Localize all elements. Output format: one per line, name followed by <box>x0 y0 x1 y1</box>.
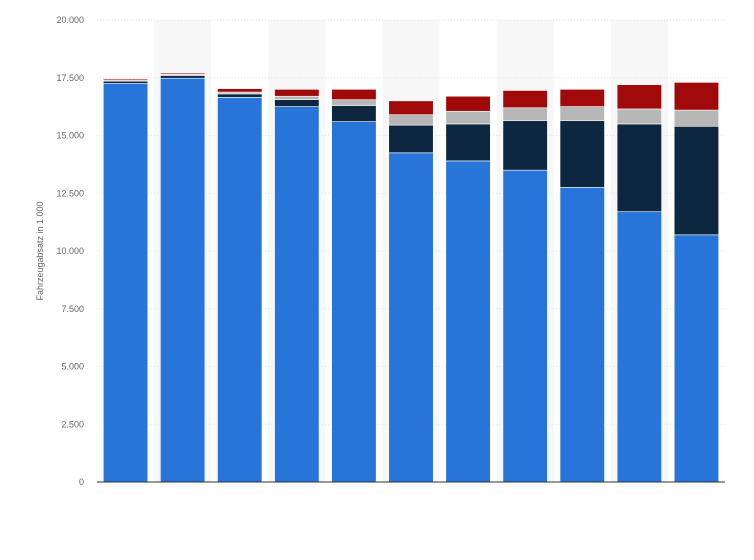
y-tick-label: 15.000 <box>56 131 84 141</box>
bar-stack <box>559 89 605 483</box>
y-tick-label: 5.000 <box>61 362 84 372</box>
bar-segment <box>274 89 320 97</box>
bar-segment <box>673 82 720 111</box>
y-tick-labels: 0 2.500 5.000 7.500 10.000 12.500 15.000 17.500… <box>56 15 84 487</box>
bar-stack <box>673 82 720 483</box>
bar-segment <box>274 99 320 107</box>
y-tick-label: 20.000 <box>56 15 84 25</box>
bar-segment <box>616 84 662 110</box>
bar-segment <box>502 169 548 483</box>
y-axis-title: Fahrzeugabsatz in 1.000 <box>35 201 45 300</box>
y-tick-label: 2.500 <box>61 419 84 429</box>
bar-segment <box>445 160 491 483</box>
bar-segment <box>673 234 720 483</box>
bar-segment <box>616 211 662 483</box>
bar-stack <box>388 100 434 483</box>
bar-segment <box>217 93 263 98</box>
bar-segment <box>388 124 434 154</box>
bar-stack <box>502 90 548 483</box>
bar-segment <box>331 121 377 483</box>
bar-segment <box>445 110 491 125</box>
bar-segment <box>217 97 263 483</box>
bar-segment <box>445 95 491 112</box>
bar-segment <box>160 75 206 79</box>
bar-segment <box>388 152 434 483</box>
y-tick-label: 7.500 <box>61 304 84 314</box>
bar-segment <box>559 120 605 188</box>
bar-segment <box>559 187 605 483</box>
bar-segment <box>559 106 605 121</box>
bar-segment <box>616 123 662 213</box>
bar-segment <box>160 72 206 75</box>
y-tick-label: 10.000 <box>56 246 84 256</box>
bar-segment <box>502 120 548 171</box>
bar-stack <box>217 88 263 483</box>
bar-segment <box>673 109 720 127</box>
bar-segment <box>274 95 320 100</box>
bar-segment <box>102 83 149 483</box>
bar-segment <box>388 114 434 126</box>
bar-segment <box>502 90 548 109</box>
bar-segment <box>274 106 320 483</box>
bar-segment <box>616 108 662 125</box>
bar-stack <box>331 89 377 483</box>
bar-segment <box>160 77 206 483</box>
bar-segment <box>445 123 491 162</box>
bar-segment <box>331 89 377 100</box>
bar-segment <box>331 99 377 106</box>
y-tick-label: 17.500 <box>56 73 84 83</box>
bar-segment <box>217 88 263 93</box>
bar-stack <box>445 95 491 483</box>
bar-stack <box>274 89 320 483</box>
bar-segment <box>102 80 149 84</box>
bar-stack <box>616 84 662 483</box>
bar-segment <box>559 89 605 107</box>
bar-segment <box>388 100 434 116</box>
bar-segment <box>102 78 149 81</box>
bar-segment <box>673 125 720 236</box>
bar-stacks <box>102 72 720 483</box>
bar-segment <box>331 105 377 122</box>
y-tick-label: 0 <box>79 477 84 487</box>
y-tick-label: 12.500 <box>56 188 84 198</box>
bar-stack <box>102 78 149 483</box>
bar-stack <box>160 72 206 483</box>
bar-segment <box>502 107 548 121</box>
